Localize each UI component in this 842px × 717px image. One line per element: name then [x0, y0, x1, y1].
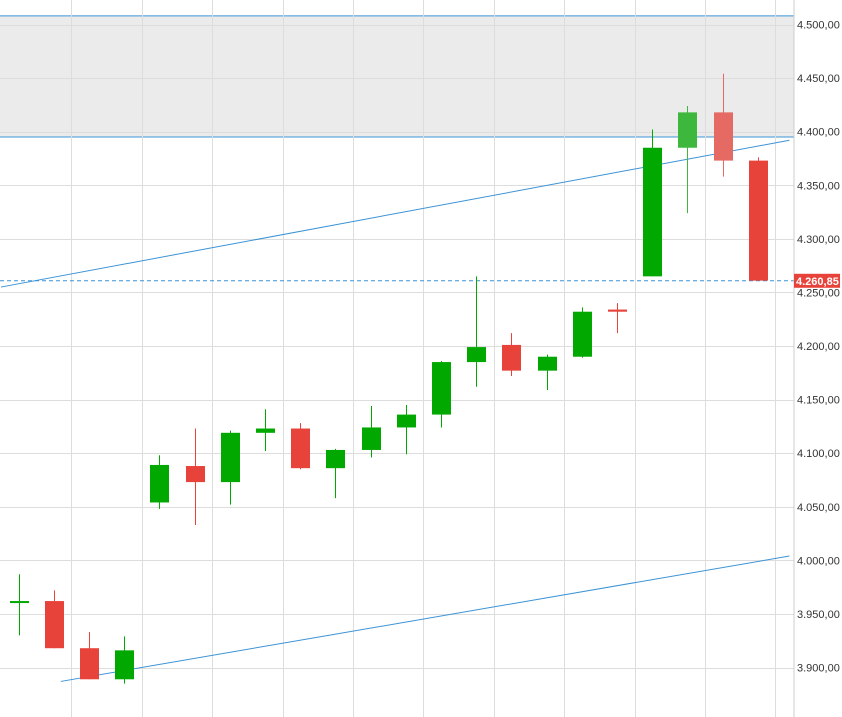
candle	[326, 448, 345, 499]
candle	[80, 632, 99, 680]
y-tick-label: 4.200,00	[797, 341, 840, 353]
y-tick-label: 4.450,00	[797, 73, 840, 85]
y-tick-label: 4.100,00	[797, 448, 840, 460]
trendline-2	[60, 555, 790, 682]
candle-body	[362, 427, 381, 450]
resistance-zone	[0, 15, 794, 138]
candle	[291, 423, 310, 470]
candle	[150, 455, 169, 509]
candle	[221, 430, 240, 505]
candle-body	[573, 311, 592, 357]
candle	[10, 574, 29, 636]
candle	[538, 354, 557, 390]
candle-body	[326, 449, 345, 469]
candle-body	[150, 464, 169, 503]
zone-band	[0, 15, 794, 138]
candle	[749, 157, 768, 281]
candle	[608, 303, 627, 334]
candle	[467, 276, 486, 387]
grid	[0, 0, 794, 717]
candle-body	[502, 344, 521, 371]
y-tick-label: 4.150,00	[797, 395, 840, 407]
candle-body	[221, 432, 240, 483]
y-tick-label: 4.000,00	[797, 555, 840, 567]
candle-body	[714, 112, 733, 161]
last-price-box	[794, 273, 840, 288]
y-tick-label: 4.400,00	[797, 127, 840, 139]
candle-body	[291, 428, 310, 469]
candle-body	[749, 160, 768, 281]
price-axis: 4.500,00 4.450,00 4.400,00 4.350,00 4.300,00…	[797, 20, 840, 675]
y-tick-label: 4.050,00	[797, 502, 840, 514]
candle-body	[80, 648, 99, 680]
candle-body	[432, 362, 451, 415]
candle-body	[186, 466, 205, 483]
candle-body	[397, 414, 416, 428]
candle	[432, 361, 451, 428]
candle	[45, 590, 64, 649]
y-tick-label: 4.500,00	[797, 20, 840, 32]
candle-body	[10, 601, 29, 604]
candle-body	[45, 601, 64, 649]
candle	[362, 406, 381, 458]
last-price-label: 4.260,85	[796, 276, 839, 288]
y-tick-label: 3.900,00	[797, 663, 840, 675]
candle-body	[115, 650, 134, 680]
candle	[397, 404, 416, 455]
candle	[186, 428, 205, 525]
candle	[502, 333, 521, 377]
y-tick-label: 4.300,00	[797, 234, 840, 246]
candle-body	[643, 147, 662, 277]
candle	[714, 73, 733, 177]
candle-body	[678, 112, 697, 148]
last-price-marker: 4.260,85	[794, 273, 840, 288]
trendline-1	[0, 139, 790, 288]
candle-body	[538, 356, 557, 371]
candle-body	[608, 309, 627, 312]
candle	[678, 105, 697, 214]
trendlines	[0, 139, 794, 682]
candle-body	[256, 428, 275, 433]
candle	[256, 409, 275, 452]
y-tick-label: 4.250,00	[797, 287, 840, 299]
candle-body	[467, 347, 486, 363]
candle	[115, 636, 134, 684]
candle	[573, 307, 592, 358]
y-tick-label: 3.950,00	[797, 609, 840, 621]
candles	[10, 73, 768, 684]
candle	[643, 129, 662, 277]
y-tick-label: 4.350,00	[797, 180, 840, 192]
